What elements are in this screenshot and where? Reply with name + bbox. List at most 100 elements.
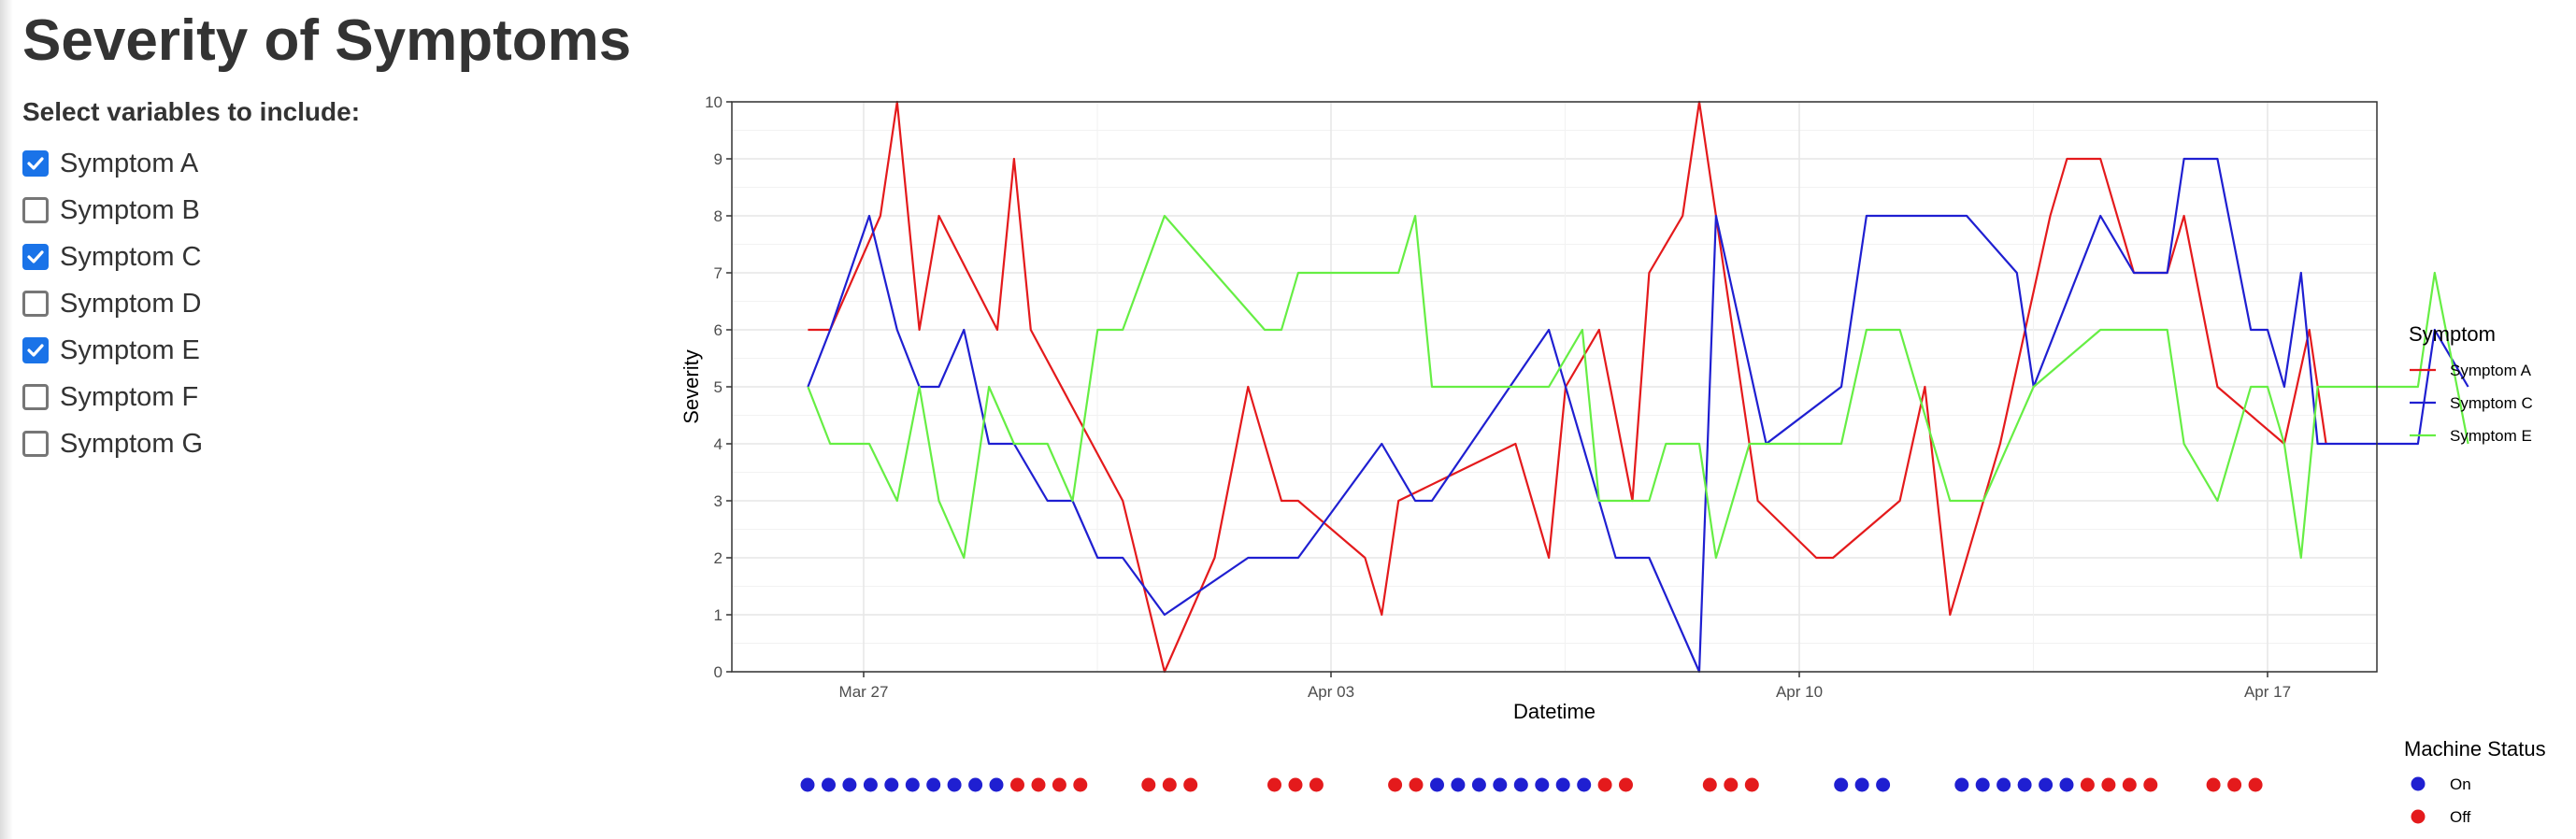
x-tick-label: Mar 27 [839,683,889,701]
status-dot-off [1267,777,1281,792]
checkbox-symptom-a[interactable]: Symptom A [22,140,203,187]
status-dot-on [905,777,920,792]
machine-status-legend-title: Machine Status [2404,737,2546,761]
status-dot-off [1409,777,1424,792]
status-dot-on [1493,777,1508,792]
checkbox-symptom-g[interactable]: Symptom G [22,420,203,467]
checkmark-icon [27,157,44,170]
y-axis-title: Severity [680,349,703,423]
y-tick-label: 3 [714,492,723,510]
checkbox-symptom-e[interactable]: Symptom E [22,327,203,374]
y-tick-label: 0 [714,663,723,681]
status-dot-off [2080,777,2095,792]
checkbox-symptom-c-box[interactable] [22,244,49,270]
x-tick-label: Apr 03 [1308,683,1354,701]
status-dot-on [1954,777,1969,792]
status-dot-off [1183,777,1198,792]
status-dot-off [2248,777,2263,792]
page-title: Severity of Symptoms [22,8,632,73]
status-dot-on [822,777,836,792]
checkbox-symptom-d-box[interactable] [22,291,49,317]
status-dot-on [989,777,1004,792]
status-dot-on [1471,777,1486,792]
checkbox-symptom-a-label: Symptom A [60,148,199,178]
y-tick-label: 4 [714,435,723,453]
status-dot-off [1388,777,1403,792]
status-dot-on [2059,777,2074,792]
status-dot-on [1513,777,1528,792]
select-variables-label: Select variables to include: [22,97,361,126]
status-legend-label: Off [2450,808,2471,826]
machine-status-legend: Machine Status On Off [2404,737,2546,826]
series-line-symptom-a [808,100,2327,674]
checkbox-symptom-c-label: Symptom C [60,241,202,272]
x-tick-label: Apr 10 [1776,683,1823,701]
status-dot-off [1031,777,1046,792]
status-legend-key [2411,776,2426,791]
status-dot-on [1555,777,1570,792]
y-tick-label: 1 [714,606,723,624]
y-tick-label: 9 [714,150,723,168]
status-dot-on [1854,777,1869,792]
symptom-checkbox-group: Symptom A Symptom B Symptom C Symptom D Symp… [22,140,203,467]
status-dot-on [1535,777,1550,792]
status-dot-off [1597,777,1612,792]
status-dot-off [1702,777,1717,792]
checkbox-symptom-e-box[interactable] [22,337,49,363]
checkbox-symptom-g-label: Symptom G [60,428,204,459]
legend-label: Symptom C [2450,394,2533,412]
series-line-symptom-c [807,157,2469,674]
status-dot-off [2122,777,2137,792]
grid-lines [732,101,2377,673]
checkbox-symptom-b-box[interactable] [22,197,49,223]
status-dot-off [2101,777,2116,792]
status-dot-off [1309,777,1324,792]
status-dot-off [2143,777,2158,792]
y-tick-label: 6 [714,321,723,339]
status-dot-off [1052,777,1066,792]
status-dot-on [968,777,983,792]
checkbox-symptom-f-box[interactable] [22,384,49,410]
legend-label: Symptom E [2450,427,2532,445]
status-dot-on [1834,777,1849,792]
status-dot-off [1073,777,1088,792]
y-tick-label: 8 [714,207,723,225]
window-edge-shadow [0,0,13,839]
status-dot-off [2206,777,2221,792]
status-dot-on [1876,777,1891,792]
status-dot-off [1619,777,1633,792]
status-dot-on [1451,777,1466,792]
status-dot-on [1996,777,2011,792]
status-dot-off [1141,777,1156,792]
status-dot-on [1430,777,1444,792]
checkbox-symptom-a-box[interactable] [22,150,49,177]
status-dot-off [1744,777,1759,792]
y-tick-label: 5 [714,378,723,396]
status-dot-on [1975,777,1990,792]
status-dot-on [1577,777,1592,792]
checkbox-symptom-b-label: Symptom B [60,194,200,225]
y-tick-label: 10 [705,93,723,111]
status-dot-on [947,777,962,792]
checkbox-symptom-c[interactable]: Symptom C [22,234,203,280]
y-tick-label: 7 [714,264,723,282]
status-dot-off [2227,777,2242,792]
symptom-legend: Symptom Symptom A Symptom C Symptom E [2409,322,2533,445]
checkbox-symptom-e-label: Symptom E [60,334,200,365]
checkbox-symptom-d[interactable]: Symptom D [22,280,203,327]
checkbox-symptom-f[interactable]: Symptom F [22,374,203,420]
symptom-legend-title: Symptom [2409,322,2496,346]
status-dot-on [926,777,941,792]
checkbox-symptom-d-label: Symptom D [60,288,202,319]
status-dot-off [1010,777,1024,792]
status-dot-off [1288,777,1303,792]
status-legend-key [2411,809,2426,824]
status-dot-on [884,777,899,792]
checkbox-symptom-b[interactable]: Symptom B [22,187,203,234]
machine-status-strip [800,777,2263,792]
checkmark-icon [27,344,44,357]
x-tick-label: Apr 17 [2244,683,2291,701]
legend-label: Symptom A [2450,362,2532,379]
checkbox-symptom-g-box[interactable] [22,431,49,457]
